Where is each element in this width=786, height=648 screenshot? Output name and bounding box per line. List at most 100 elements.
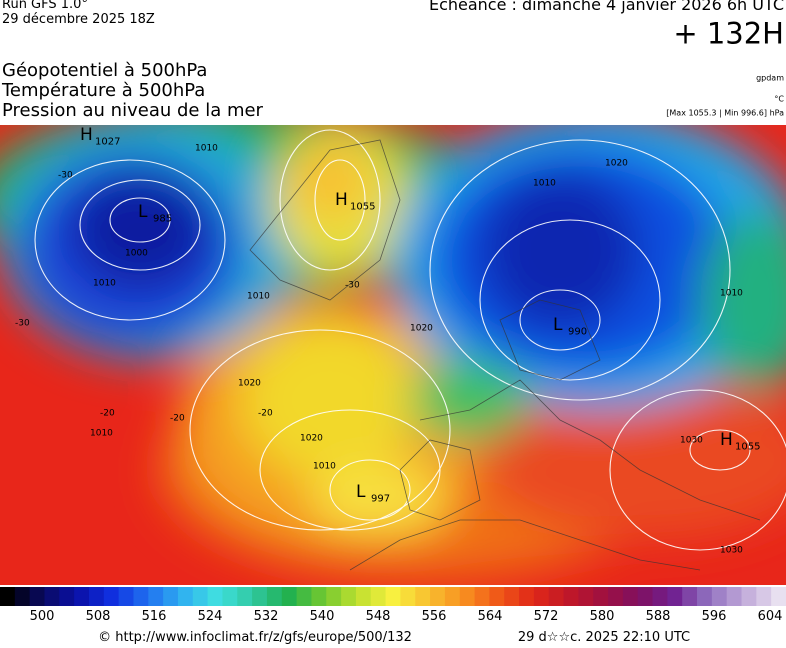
colorbar-tick-label: 604 [758, 609, 783, 624]
colorbar-swatch [756, 587, 772, 606]
pressure-center-kind: H [720, 430, 733, 450]
colorbar-swatch [430, 587, 446, 606]
isobar-label: 1020 [238, 379, 261, 389]
colorbar-tick-label: 548 [366, 609, 391, 624]
isobar-label: 1010 [93, 279, 116, 289]
pressure-center-kind: H [80, 125, 93, 145]
pressure-center-value: 1055 [735, 441, 760, 452]
colorbar-swatch [370, 587, 387, 606]
colorbar-swatch [44, 587, 60, 606]
run-date: 29 décembre 2025 18Z [2, 12, 155, 27]
colorbar-swatch [667, 587, 683, 606]
pressure-center-value: 990 [568, 326, 587, 337]
colorbar: 500 508 516 524 532 540 548 556 564 572 580 588 596 6… [0, 587, 786, 624]
pressure-center-kind: L [553, 315, 563, 335]
temperature-label: -30 [15, 319, 30, 329]
colorbar-tick-label: 572 [534, 609, 559, 624]
isobar-label: 1010 [720, 289, 743, 299]
colorbar-tick-label: 540 [310, 609, 335, 624]
pressure-center-value: 985 [153, 213, 172, 224]
colorbar-swatch [519, 587, 535, 606]
colorbar-tick-label: 596 [702, 609, 727, 624]
pressure-center-kind: H [335, 190, 348, 210]
lead-time: + 132H [673, 17, 784, 51]
colorbar-tick-label: 500 [30, 609, 55, 624]
colorbar-swatch [593, 587, 609, 606]
coastlines [249, 139, 761, 571]
colorbar-tick-label: 580 [590, 609, 615, 624]
colorbar-tick-label: 516 [142, 609, 167, 624]
colorbar-tick-label: 532 [254, 609, 279, 624]
colorbar-swatch [0, 587, 16, 606]
isobar-label: 1020 [410, 324, 433, 334]
colorbar-swatch [637, 587, 654, 606]
colorbar-swatch [741, 587, 757, 606]
colorbar-tick-label: 524 [198, 609, 223, 624]
colorbar-swatch [177, 587, 194, 606]
colorbar-swatch [326, 587, 342, 606]
colorbar-swatch [59, 587, 75, 606]
temperature-label: -20 [170, 414, 185, 424]
colorbar-swatch [222, 587, 238, 606]
colorbar-swatch [489, 587, 505, 606]
colorbar-swatch [608, 587, 624, 606]
isobar-label: 1000 [125, 249, 148, 259]
colorbar-swatch [682, 587, 698, 606]
colorbar-swatch [118, 587, 134, 606]
isobar-label: 1030 [680, 436, 703, 446]
colorbar-swatch [726, 587, 743, 606]
pressure-center-kind: L [356, 482, 366, 502]
isobar-label: 1010 [247, 292, 270, 302]
pressure-center-kind: L [138, 202, 148, 222]
colorbar-swatch [266, 587, 283, 606]
colorbar-swatch [771, 587, 786, 606]
isobar-label: 1010 [313, 462, 336, 472]
colorbar-swatch [341, 587, 357, 606]
run-label: Run GFS 1.0° [2, 0, 88, 12]
pressure-center-value: 1055 [350, 201, 375, 212]
colorbar-swatch [29, 587, 45, 606]
colorbar-swatch [148, 587, 164, 606]
colorbar-swatch [474, 587, 490, 606]
temperature-label: -20 [258, 409, 273, 419]
colorbar-swatch [74, 587, 90, 606]
colorbar-swatch [14, 587, 31, 606]
colorbar-swatch [504, 587, 520, 606]
colorbar-swatch [88, 587, 105, 606]
isobar-label: 1010 [533, 179, 556, 189]
pressure-center-value: 1027 [95, 136, 120, 147]
isobar-label: 1020 [300, 434, 323, 444]
colorbar-swatch [711, 587, 728, 606]
colorbar-swatch [355, 587, 372, 606]
colorbar-swatch [548, 587, 565, 606]
colorbar-swatch [578, 587, 594, 606]
colorbar-swatch [163, 587, 179, 606]
unit-label: gpdam [756, 74, 784, 83]
temperature-label: -30 [345, 281, 360, 291]
temperature-label: -20 [100, 409, 115, 419]
temperature-label: -30 [58, 171, 73, 181]
colorbar-swatch [697, 587, 713, 606]
colorbar-tick-label: 564 [478, 609, 503, 624]
colorbar-swatch [622, 587, 639, 606]
isobar-label: 1010 [195, 144, 218, 154]
colorbar-swatch [444, 587, 461, 606]
legend-line: Pression au niveau de la mer [2, 100, 264, 121]
colorbar-swatch [652, 587, 668, 606]
unit-label: [Max 1055.3 | Min 996.6] hPa [666, 109, 784, 118]
colorbar-tick-label: 508 [86, 609, 111, 624]
unit-label: °C [774, 95, 784, 104]
legend-line: Géopotentiel à 500hPa [2, 60, 207, 81]
colorbar-swatch [133, 587, 149, 606]
colorbar-swatch [252, 587, 268, 606]
legend-line: Température à 500hPa [1, 80, 205, 101]
colorbar-tick-label: 588 [646, 609, 671, 624]
colorbar-tick-label: 556 [422, 609, 447, 624]
colorbar-swatch [385, 587, 401, 606]
isobar-label: 1010 [90, 429, 113, 439]
colorbar-swatch [192, 587, 209, 606]
colorbar-swatch [207, 587, 223, 606]
